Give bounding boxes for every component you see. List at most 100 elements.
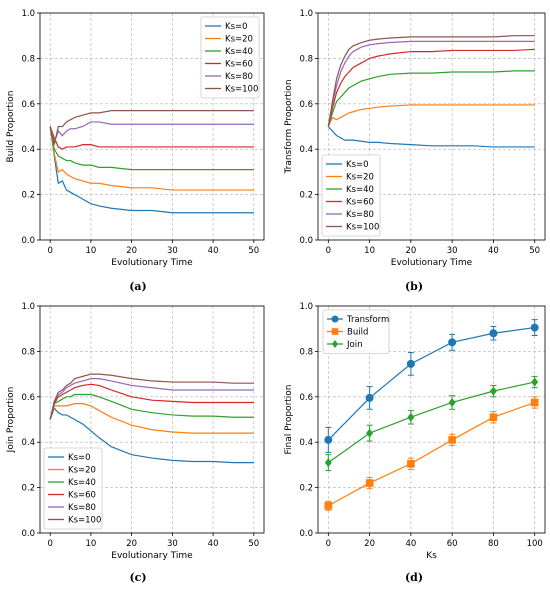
data-point xyxy=(324,458,332,468)
series-line xyxy=(49,126,254,191)
data-point xyxy=(489,413,498,422)
series-ks-100 xyxy=(49,373,254,420)
panel-c: 0 10 20 30 40 50 0.0 0.2 0.4 0.6 0.8 1.0 Evolutionar… xyxy=(6,302,265,584)
x-axis-label: Evolutionary Time xyxy=(391,258,473,268)
panel-caption: (c) xyxy=(129,571,146,584)
y-tick-label: 0.2 xyxy=(21,191,35,201)
legend-label: Ks=80 xyxy=(68,503,96,513)
y-tick-label: 0.2 xyxy=(299,484,313,494)
series-line xyxy=(49,373,254,420)
series-line xyxy=(327,48,535,127)
y-tick-label: 1.0 xyxy=(21,9,35,19)
legend-label: Ks=20 xyxy=(346,173,374,183)
y-tick-label: 0.2 xyxy=(21,484,35,494)
panel-caption: (a) xyxy=(129,280,147,293)
y-tick-label: 0.4 xyxy=(21,145,35,155)
series-join xyxy=(324,375,539,472)
series-ks-100 xyxy=(49,110,254,145)
x-tick-label: 40 xyxy=(405,539,416,549)
series-line xyxy=(327,126,535,148)
x-tick-label: 0 xyxy=(326,539,331,549)
series-ks-80 xyxy=(327,40,535,127)
y-tick-label: 0.6 xyxy=(21,100,35,110)
y-tick-label: 1.0 xyxy=(299,302,313,312)
series-line xyxy=(49,126,254,214)
y-tick-label: 0.4 xyxy=(299,145,313,155)
x-tick-label: 50 xyxy=(529,246,540,256)
legend-label: Ks=60 xyxy=(346,198,374,208)
data-point xyxy=(407,412,415,422)
series-line xyxy=(327,104,535,127)
data-point xyxy=(530,398,539,407)
legend-box xyxy=(43,447,103,530)
x-tick-label: 40 xyxy=(208,246,219,256)
y-axis-label: Transform Proportion xyxy=(284,79,294,174)
legend-marker xyxy=(331,315,339,323)
data-point xyxy=(407,459,415,468)
y-tick-label: 0.0 xyxy=(21,236,35,246)
data-point xyxy=(406,359,415,368)
series-line xyxy=(49,110,254,145)
y-tick-label: 0.0 xyxy=(299,236,313,246)
data-point xyxy=(365,479,374,487)
legend-label: Ks=60 xyxy=(225,60,253,70)
series-line xyxy=(327,70,535,127)
legend-marker xyxy=(331,328,339,335)
y-tick-label: 0.8 xyxy=(299,54,313,64)
y-axis-label: Join Proportion xyxy=(6,387,16,454)
series-ks-40 xyxy=(49,393,254,420)
data-point xyxy=(366,428,374,438)
legend-box xyxy=(200,16,260,99)
series-ks-100 xyxy=(327,35,535,127)
x-tick-label: 20 xyxy=(364,539,375,549)
x-tick-label: 50 xyxy=(248,246,259,256)
series-line xyxy=(49,383,254,420)
y-tick-label: 0.6 xyxy=(21,393,35,403)
series-line xyxy=(49,126,254,150)
series-line xyxy=(327,381,535,464)
y-axis-label: Final Proportion xyxy=(284,384,294,454)
legend-label: Ks=100 xyxy=(346,223,379,233)
y-tick-label: 1.0 xyxy=(21,302,35,312)
x-tick-label: 30 xyxy=(167,539,178,549)
legend-box xyxy=(322,309,390,354)
x-tick-label: 60 xyxy=(447,539,458,549)
legend-box xyxy=(321,154,381,237)
y-axis-label: Build Proportion xyxy=(6,91,16,163)
series-ks-0 xyxy=(49,126,254,214)
legend: Ks=0 Ks=20 Ks=40 Ks=60 Ks=80 Ks=100 xyxy=(43,447,103,530)
series-ks-20 xyxy=(49,126,254,191)
series-ks-0 xyxy=(327,126,535,148)
series-line xyxy=(327,40,535,127)
series-ks-40 xyxy=(49,126,254,171)
series-ks-60 xyxy=(49,126,254,150)
legend-label: Ks=40 xyxy=(68,478,96,488)
legend-label: Ks=40 xyxy=(225,47,253,57)
series-ks-60 xyxy=(327,48,535,127)
data-point xyxy=(489,329,498,338)
series-ks-80 xyxy=(49,121,254,145)
legend-label: Ks=100 xyxy=(68,516,101,526)
legend-label: Join xyxy=(346,340,362,350)
y-tick-label: 0.4 xyxy=(21,438,35,448)
legend-label: Ks=0 xyxy=(68,453,91,463)
y-tick-label: 0.4 xyxy=(299,438,313,448)
legend-label: Ks=20 xyxy=(225,35,253,45)
data-point xyxy=(531,377,539,387)
panel-d: 0 20 40 60 80 100 0.0 0.2 0.4 0.6 0.8 1.0 Ks Final Pr… xyxy=(284,302,546,584)
x-tick-label: 20 xyxy=(126,246,137,256)
y-tick-label: 0.0 xyxy=(299,529,313,539)
x-tick-label: 50 xyxy=(248,539,259,549)
x-tick-label: 0 xyxy=(326,246,331,256)
x-tick-label: 0 xyxy=(47,246,52,256)
legend-label: Ks=0 xyxy=(225,22,248,32)
data-point xyxy=(324,501,333,510)
series-ks-20 xyxy=(327,104,535,127)
legend-label: Ks=60 xyxy=(68,491,96,501)
panel-caption: (d) xyxy=(405,571,423,584)
series-ks-0 xyxy=(49,407,254,464)
data-point xyxy=(448,436,456,444)
x-tick-label: 100 xyxy=(527,539,543,549)
series-line xyxy=(327,326,535,441)
